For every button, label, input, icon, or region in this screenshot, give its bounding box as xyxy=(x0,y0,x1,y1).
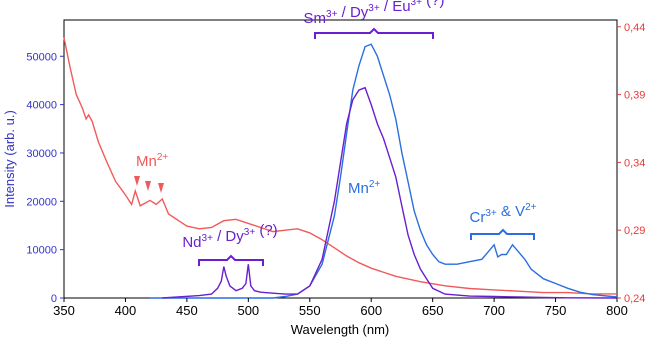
plot-frame xyxy=(63,19,618,299)
annotation-text: (?) xyxy=(255,222,278,239)
x-axis-label: Wavelength (nm) xyxy=(291,322,390,337)
annotation-text: Mn xyxy=(136,153,157,170)
x-tick-label: 750 xyxy=(545,303,567,318)
x-tick-label: 400 xyxy=(115,303,137,318)
x-tick-label: 550 xyxy=(299,303,321,318)
y-right-tick-label: 0,29 xyxy=(624,225,645,237)
annotation-text: / Dy xyxy=(213,228,244,245)
annotation-superscript: 2+ xyxy=(369,179,381,190)
annotation-superscript: 3+ xyxy=(368,3,380,14)
axis-ticks: 350 400 450 500 550 600 650 700 750 800 0 10000 2000… xyxy=(26,22,645,318)
arrow-marker xyxy=(158,183,164,193)
annotation-superscript: 3+ xyxy=(411,0,423,8)
y-left-tick-label: 40000 xyxy=(26,100,57,112)
annotation-cr-v: Cr3+ & V2+ xyxy=(470,202,537,226)
y-left-tick-label: 30000 xyxy=(26,148,57,160)
emission-purple-line xyxy=(162,86,618,299)
annotation-text: Mn xyxy=(348,180,369,197)
y-right-tick-label: 0,44 xyxy=(624,22,645,34)
bracket-cr-v xyxy=(470,228,535,240)
arrow-marker xyxy=(134,176,140,186)
y-left-tick-label: 0 xyxy=(51,293,57,305)
annotation-text: / Dy xyxy=(337,4,368,21)
annotation-nd-dy: Nd3+ / Dy3+ (?) xyxy=(182,222,277,251)
annotations: Mn2+ Sm3+ / Dy3+ / Eu3+ (?) Nd3+ / Dy3+ … xyxy=(134,0,537,266)
y-right-tick-label: 0,24 xyxy=(624,293,645,305)
y-right-tick-label: 0,34 xyxy=(624,157,645,169)
x-tick-label: 350 xyxy=(53,303,75,318)
bracket-nd-dy xyxy=(198,254,264,266)
annotation-superscript: 3+ xyxy=(202,233,214,244)
annotation-superscript: 2+ xyxy=(157,152,169,163)
emission-blue-line xyxy=(150,43,618,299)
bracket-sm-dy-eu xyxy=(314,27,434,39)
x-tick-label: 450 xyxy=(176,303,198,318)
x-tick-label: 500 xyxy=(237,303,259,318)
arrow-marker xyxy=(145,181,151,191)
y-left-tick-label: 10000 xyxy=(26,245,57,257)
x-tick-label: 700 xyxy=(483,303,505,318)
annotation-superscript: 3+ xyxy=(244,227,256,238)
y-left-tick-label: 20000 xyxy=(26,196,57,208)
annotation-superscript: 2+ xyxy=(525,202,537,213)
annotation-text: (?) xyxy=(422,0,445,9)
annotation-superscript: 3+ xyxy=(485,208,497,219)
y-left-tick-label: 50000 xyxy=(26,51,57,63)
y-axis-left-label: Intensity (arb. u.) xyxy=(2,110,17,208)
annotation-text: / Eu xyxy=(380,0,411,15)
x-tick-label: 650 xyxy=(422,303,444,318)
annotation-text: Nd xyxy=(182,234,201,251)
x-tick-label: 600 xyxy=(360,303,382,318)
y-right-tick-label: 0,39 xyxy=(624,90,645,102)
annotation-text: Cr xyxy=(470,209,486,226)
annotation-mn-red: Mn2+ xyxy=(136,152,168,170)
annotation-text: & V xyxy=(497,203,525,220)
x-tick-label: 800 xyxy=(606,303,628,318)
annotation-mn-blue: Mn2+ xyxy=(348,179,380,197)
annotation-text: Sm xyxy=(304,10,327,27)
annotation-sm-dy-eu: Sm3+ / Dy3+ / Eu3+ (?) xyxy=(304,0,445,27)
annotation-superscript: 3+ xyxy=(326,9,338,20)
